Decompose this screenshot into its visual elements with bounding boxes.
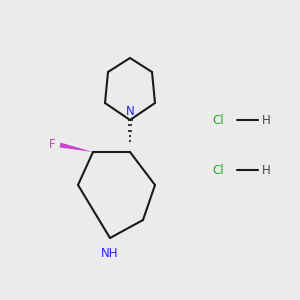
Text: H: H	[262, 113, 270, 127]
Polygon shape	[59, 142, 93, 152]
Text: N: N	[126, 105, 134, 118]
Text: F: F	[50, 139, 56, 152]
Text: H: H	[262, 164, 270, 176]
Text: Cl: Cl	[212, 164, 224, 176]
Text: Cl: Cl	[212, 113, 224, 127]
Text: NH: NH	[101, 247, 119, 260]
